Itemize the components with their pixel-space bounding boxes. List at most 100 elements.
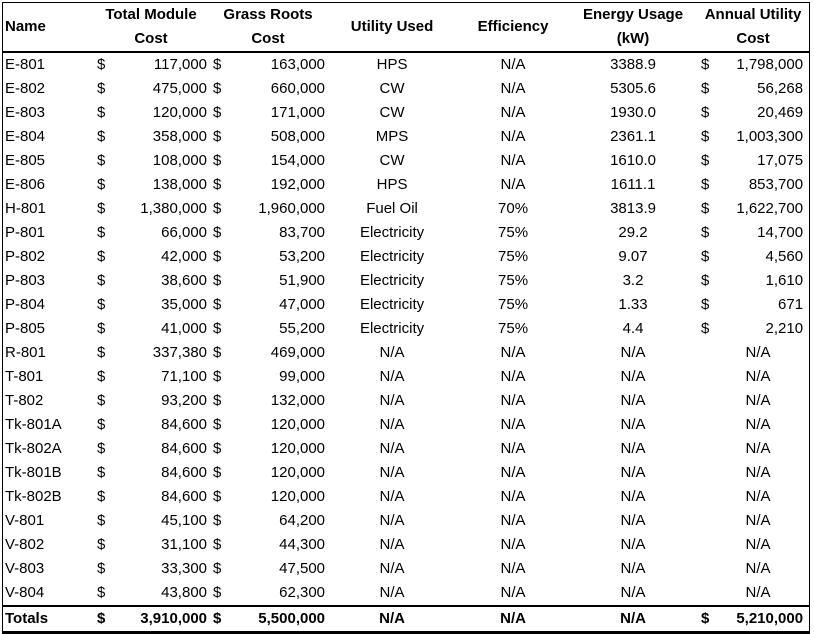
cell-gr-dollar: $ — [213, 272, 222, 289]
cell-grass-roots-cost: 44,300 — [279, 536, 326, 553]
cell-au-dollar: $ — [701, 248, 710, 265]
cell-annual-utility-cost: N/A — [745, 536, 771, 553]
table-row: E-801 $117,000 $163,000 HPS N/A 3388.9 $1,798,… — [3, 52, 809, 77]
cell-total-module-cost: 1,380,000 — [140, 200, 208, 217]
cell-total-module-cost: 42,000 — [161, 248, 208, 265]
cell-utility: Electricity — [359, 320, 425, 337]
cell-annual-utility-cost: N/A — [745, 584, 771, 601]
cell-utility: CW — [379, 104, 405, 121]
cell-utility: CW — [379, 80, 405, 97]
cell-utility: N/A — [379, 440, 405, 457]
cell-energy: N/A — [620, 584, 646, 601]
cell-grass-roots-cost: 192,000 — [270, 176, 326, 193]
cell-name: H-801 — [5, 200, 46, 217]
cell-gr-dollar: $ — [213, 512, 222, 529]
cell-tm-dollar: $ — [97, 416, 106, 433]
cell-au-dollar — [697, 557, 713, 581]
table-row: E-804 $358,000 $508,000 MPS N/A 2361.1 $1,003,… — [3, 125, 809, 149]
header-total-module-line1: Total Module — [105, 6, 197, 23]
cell-grass-roots-cost: 99,000 — [279, 368, 326, 385]
cell-gr-dollar: $ — [213, 416, 222, 433]
cell-utility: Fuel Oil — [366, 200, 418, 217]
header-annual-line1: Annual Utility — [704, 6, 802, 23]
cell-annual-utility-cost: N/A — [745, 416, 771, 433]
cell-energy: 1610.0 — [610, 152, 656, 169]
cell-annual-utility-cost: N/A — [745, 488, 771, 505]
table-row: P-803 $38,600 $51,900 Electricity 75% 3.2 $1,6… — [3, 269, 809, 293]
cell-total-module-cost: 358,000 — [152, 128, 208, 145]
cell-annual-utility-cost: 1,798,000 — [736, 56, 804, 73]
cell-utility: N/A — [379, 368, 405, 385]
header-energy-usage: Energy Usage (kW) — [569, 3, 698, 53]
header-name-label: Name — [5, 18, 46, 35]
cell-total-module-cost: 71,100 — [161, 368, 208, 385]
cell-gr-dollar: $ — [213, 584, 222, 601]
cell-gr-dollar: $ — [213, 80, 222, 97]
cell-annual-utility-cost: 17,075 — [757, 152, 804, 169]
cell-au-dollar: $ — [701, 152, 710, 169]
totals-label: Totals — [3, 605, 93, 633]
totals-tm-dollar: $ — [93, 605, 109, 633]
cell-total-module-cost: 84,600 — [161, 464, 208, 481]
cell-gr-dollar: $ — [213, 296, 222, 313]
cell-efficiency: N/A — [500, 440, 526, 457]
cell-tm-dollar: $ — [97, 368, 106, 385]
cell-utility: N/A — [379, 536, 405, 553]
cell-tm-dollar: $ — [97, 152, 106, 169]
cell-grass-roots-cost: 47,500 — [279, 560, 326, 577]
cell-tm-dollar: $ — [97, 344, 106, 361]
cell-tm-dollar: $ — [97, 320, 106, 337]
cell-energy: N/A — [620, 464, 646, 481]
cell-gr-dollar: $ — [213, 464, 222, 481]
cell-grass-roots-cost: 51,900 — [279, 272, 326, 289]
cell-total-module-cost: 41,000 — [161, 320, 208, 337]
cell-au-dollar: $ — [701, 320, 710, 337]
cell-name: T-801 — [5, 368, 44, 385]
cell-tm-dollar: $ — [97, 584, 106, 601]
table-row: R-801 $337,380 $469,000 N/A N/A N/A N/A — [3, 341, 809, 365]
cell-grass-roots-cost: 120,000 — [270, 416, 326, 433]
cell-efficiency: N/A — [500, 368, 526, 385]
cell-utility: N/A — [379, 392, 405, 409]
cell-efficiency: N/A — [500, 104, 526, 121]
cell-tm-dollar: $ — [97, 272, 106, 289]
cell-tm-dollar: $ — [97, 200, 106, 217]
cell-grass-roots-cost: 132,000 — [270, 392, 326, 409]
cell-annual-utility-cost: 853,700 — [748, 176, 804, 193]
cell-efficiency: 75% — [498, 320, 529, 337]
cell-efficiency: N/A — [500, 416, 526, 433]
cell-total-module-cost: 43,800 — [161, 584, 208, 601]
cell-name: Tk-801B — [5, 464, 62, 481]
cell-gr-dollar: $ — [213, 392, 222, 409]
table-row: V-802 $31,100 $44,300 N/A N/A N/A N/A — [3, 533, 809, 557]
cell-total-module-cost: 138,000 — [152, 176, 208, 193]
cell-name: E-803 — [5, 104, 46, 121]
cell-gr-dollar: $ — [213, 104, 222, 121]
cell-tm-dollar: $ — [97, 128, 106, 145]
cell-energy: 2361.1 — [610, 128, 656, 145]
cell-gr-dollar: $ — [213, 560, 222, 577]
cell-grass-roots-cost: 469,000 — [270, 344, 326, 361]
cell-utility: N/A — [379, 416, 405, 433]
cell-gr-dollar: $ — [213, 440, 222, 457]
cell-name: E-802 — [5, 80, 46, 97]
cell-total-module-cost: 84,600 — [161, 440, 208, 457]
cell-total-module-cost: 120,000 — [152, 104, 208, 121]
totals-row: Totals $ 3,910,000 $ 5,500,000 N/A N/A N… — [3, 605, 810, 633]
table-row: E-806 $138,000 $192,000 HPS N/A 1611.1 $853,70… — [3, 173, 809, 197]
cell-energy: 29.2 — [618, 224, 648, 241]
cell-tm-dollar: $ — [97, 296, 106, 313]
cell-efficiency: N/A — [500, 176, 526, 193]
cell-gr-dollar: $ — [213, 176, 222, 193]
cell-efficiency: 70% — [498, 200, 529, 217]
header-grass-roots-line1: Grass Roots — [223, 6, 313, 23]
cell-utility: N/A — [379, 512, 405, 529]
cell-efficiency: N/A — [500, 464, 526, 481]
cell-total-module-cost: 337,380 — [152, 344, 208, 361]
cell-total-module-cost: 45,100 — [161, 512, 208, 529]
cell-gr-dollar: $ — [213, 152, 222, 169]
table-row: P-801 $66,000 $83,700 Electricity 75% 29.2 $14… — [3, 221, 809, 245]
equipment-cost-table: Name Total Module Cost Grass Roots Cost … — [3, 3, 810, 633]
cell-au-dollar — [697, 485, 713, 509]
table-body: E-801 $117,000 $163,000 HPS N/A 3388.9 $1,798,… — [3, 52, 809, 606]
